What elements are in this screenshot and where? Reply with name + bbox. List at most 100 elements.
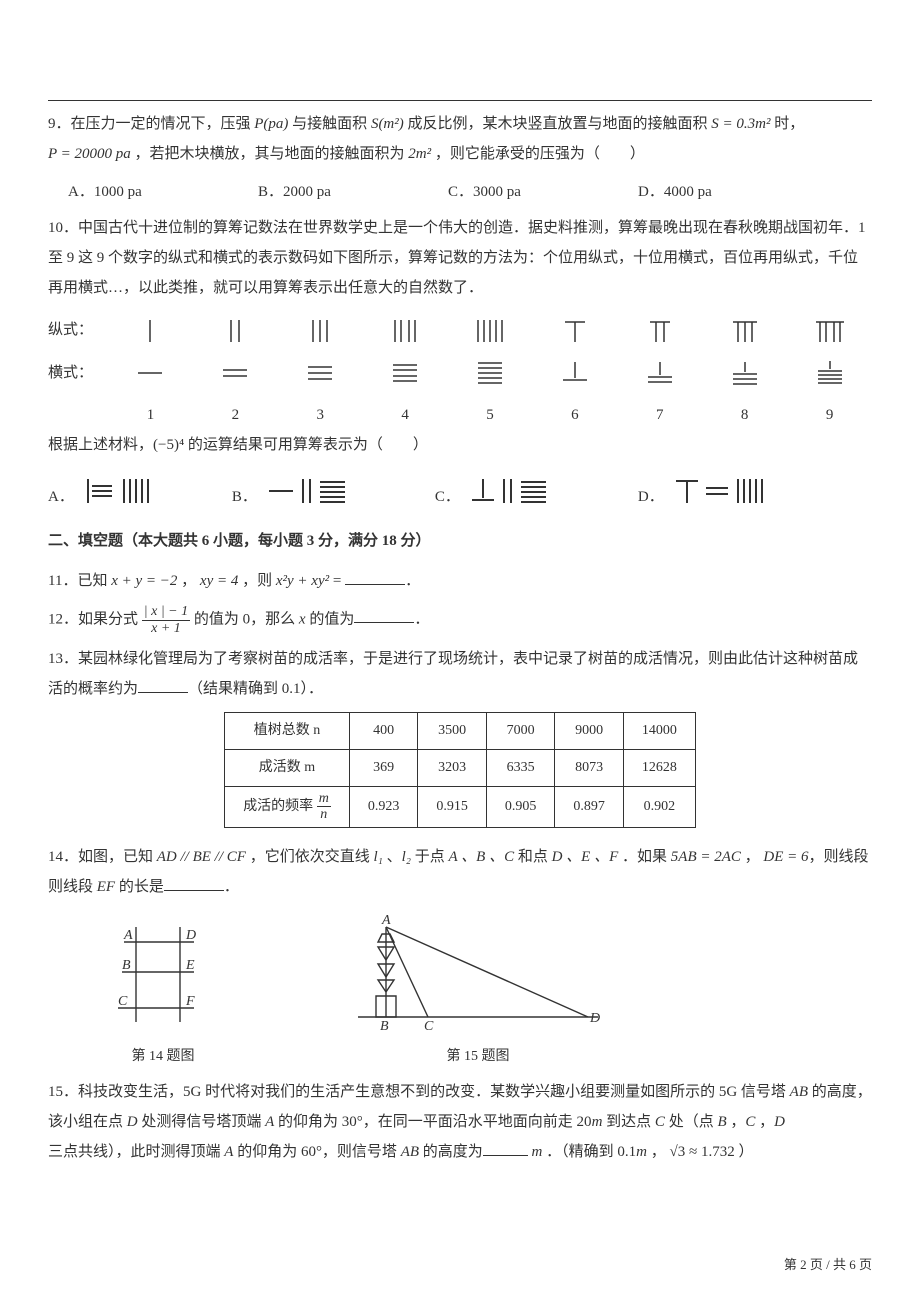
q15-e: 到达点 [602,1114,655,1130]
row2-label: 横式： [48,358,108,388]
th4: 9000 [555,712,624,749]
q15-m2: m [532,1144,543,1160]
q15-A: A [265,1114,274,1130]
h5 [448,358,533,389]
q14-eq1: AD // BE // CF [157,849,246,865]
q10-c-label: C． [435,482,460,512]
r2c4: 8073 [555,749,624,786]
q10-opt-c: C． [435,474,578,508]
table-row: 成活数 m 369 3203 6335 8073 12628 [225,749,696,786]
q11-blank [345,570,405,585]
q15-c: 处测得信号塔顶端 [138,1114,266,1130]
fig15-caption: 第 15 题图 [338,1043,618,1071]
r2c2: 3203 [418,749,487,786]
question-13: 13．某园林绿化管理局为了考察树苗的成活率，于是进行了现场统计，表中记录了树苗的… [48,644,872,704]
h4 [363,358,448,389]
question-14: 14．如图，已知 AD // BE // CF ，它们依次交直线 l₁ 、l₂ … [48,842,872,902]
svg-text:E: E [185,958,195,973]
q9-text-f: ，则它能承受的压强为（ ） [431,146,645,162]
h8 [702,358,787,389]
figures-row: AD BE CF 第 14 题图 A B C [108,912,872,1071]
q10-opt-a: A． [48,474,172,508]
v8 [702,315,787,346]
svg-text:C: C [118,994,128,1009]
d3: 3 [278,400,363,430]
r3c3: 0.905 [486,786,555,827]
q14-j: ． [224,879,239,895]
q9-text-b: 与接触面积 [288,116,371,132]
q14-blank [164,876,224,891]
digit-spacer [48,400,108,430]
q14-d: 于点 [411,849,449,865]
r3-den: n [317,807,331,822]
fig15-svg: A B C D [338,912,618,1032]
svg-text:B: B [380,1019,389,1032]
top-rule [48,100,872,101]
r2c0: 成活数 m [225,749,350,786]
section-2-title: 二、填空题（本大题共 6 小题，每小题 3 分，满分 18 分） [48,526,872,556]
q14-e: 和点 [514,849,552,865]
q14-eq2: 5AB = 2AC [671,849,741,865]
q10-opt-b: B． [232,474,375,508]
q12-d: ． [414,611,429,627]
q14-b: ，它们依次交直线 [246,849,374,865]
svg-text:C: C [424,1019,434,1032]
question-12: 12．如果分式 | x | − 1x + 1 的值为 0，那么 x 的值为． [48,604,872,636]
fig14-svg: AD BE CF [108,922,218,1032]
d9: 9 [787,400,872,430]
q9-v1: P(pa) [254,116,288,132]
r3c1: 0.923 [349,786,418,827]
d2: 2 [193,400,278,430]
h9 [787,358,872,389]
svg-text:D: D [185,928,196,943]
q12-var: x [299,611,306,627]
q13-blank [138,678,188,693]
h7 [617,358,702,389]
h6 [532,358,617,389]
q12-a: 12．如果分式 [48,611,142,627]
h2 [193,358,278,389]
q9-opt-b: B．2000 pa [258,177,448,207]
q15-l: ．（精确到 0.1 [542,1144,636,1160]
row1-label: 纵式： [48,315,108,345]
fig15: A B C D 第 15 题图 [338,912,618,1071]
question-11: 11．已知 x + y = −2 ， xy = 4 ，则 x²y + xy² =… [48,566,872,596]
q11-eq3: x²y + xy² [276,573,329,589]
d5: 5 [448,400,533,430]
numeral-row-vertical: 纵式： [48,315,872,346]
th5: 14000 [623,712,695,749]
q14-seg: EF [97,879,115,895]
q15-D2: D [774,1114,785,1130]
q10-d-svg [672,474,782,508]
fig14-caption: 第 14 题图 [108,1043,218,1071]
q10-opt-d: D． [638,474,782,508]
v4 [363,315,448,346]
question-9: 9．在压力一定的情况下，压强 P(pa) 与接触面积 S(m²) 成反比例，某木… [48,109,872,169]
r3-lbl: 成活的频率 [243,799,317,814]
v6 [532,315,617,346]
q15-f: 处（点 [665,1114,718,1130]
q15-ab2: AB [401,1144,419,1160]
q9-text-d: 时， [770,116,804,132]
q9-options: A．1000 pa B．2000 pa C．3000 pa D．4000 pa [68,177,872,207]
svg-text:D: D [589,1011,600,1026]
q14-f: ．如果 [618,849,671,865]
q10-c-svg [468,474,578,508]
svg-text:F: F [185,994,195,1009]
q15-j: 的仰角为 60°，则信号塔 [233,1144,400,1160]
q9-text-e: ，若把木块横放，其与地面的接触面积为 [131,146,409,162]
q15-m1: m [592,1114,603,1130]
q14-g: ， [741,849,764,865]
d6: 6 [532,400,617,430]
svg-text:A: A [381,913,391,928]
th3: 7000 [486,712,555,749]
r2c5: 12628 [623,749,695,786]
q15-k: 的高度为 [419,1144,483,1160]
q9-text: 9．在压力一定的情况下，压强 [48,116,254,132]
table-row: 成活的频率 mn 0.923 0.915 0.905 0.897 0.902 [225,786,696,827]
table-row: 植树总数 n 400 3500 7000 9000 14000 [225,712,696,749]
r3c2: 0.915 [418,786,487,827]
q9-eq2: P = 20000 pa [48,146,131,162]
r3-num: m [317,791,331,807]
question-10: 10．中国古代十进位制的算筹记数法在世界数学史上是一个伟大的创造．据史料推测，算… [48,213,872,303]
